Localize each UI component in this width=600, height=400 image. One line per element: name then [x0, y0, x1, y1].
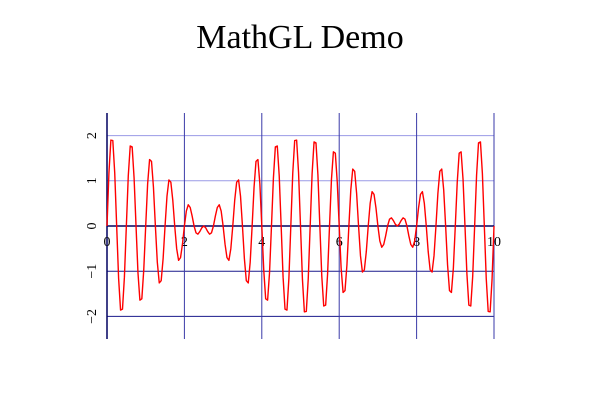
y-tick-label: 2 — [85, 132, 100, 139]
chart-title: MathGL Demo — [196, 19, 403, 56]
y-tick-label: 1 — [85, 177, 100, 184]
data-line — [106, 139, 495, 313]
y-tick-label: 0 — [85, 223, 100, 230]
x-tick-label: 4 — [258, 235, 265, 250]
x-tick-label: 0 — [104, 235, 111, 250]
x-tick-label: 2 — [181, 235, 188, 250]
y-tick-label: −2 — [85, 309, 100, 324]
x-tick-label: 8 — [413, 235, 420, 250]
y-tick-label: −1 — [85, 264, 100, 279]
x-tick-label: 6 — [336, 235, 343, 250]
